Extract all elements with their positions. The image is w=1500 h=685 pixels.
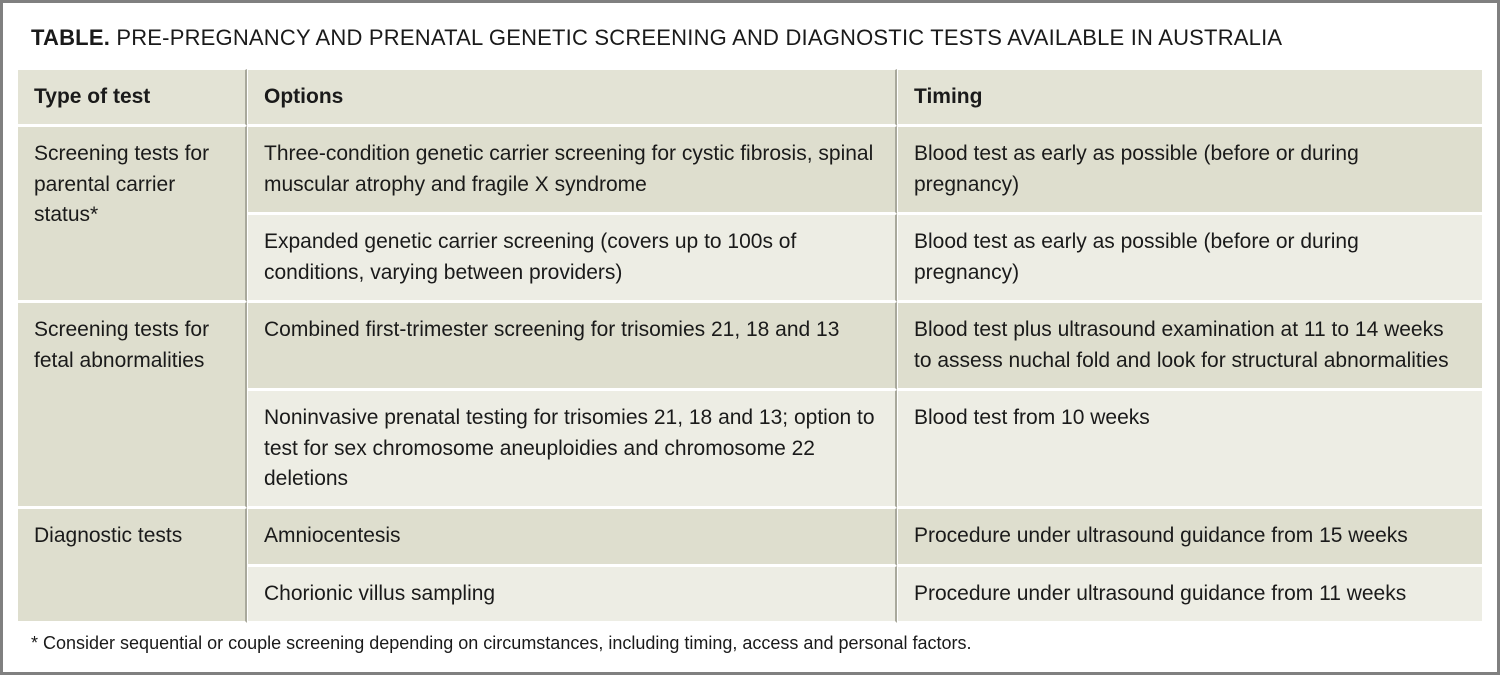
table-row: Noninvasive prenatal testing for trisomi… bbox=[247, 390, 1483, 508]
timing-cell: Blood test as early as possible (before … bbox=[897, 126, 1483, 214]
table-title-label: TABLE. bbox=[31, 25, 110, 50]
header-type: Type of test bbox=[17, 69, 247, 126]
type-cell: Screening tests for parental carrier sta… bbox=[17, 126, 247, 302]
timing-cell: Blood test plus ultrasound examination a… bbox=[897, 302, 1483, 390]
table-row: Combined first-trimester screening for t… bbox=[247, 302, 1483, 390]
table-header-row: Type of test Options Timing bbox=[17, 69, 1483, 126]
timing-cell: Blood test from 10 weeks bbox=[897, 390, 1483, 508]
options-cell: Chorionic villus sampling bbox=[247, 566, 897, 623]
timing-cell: Procedure under ultrasound guidance from… bbox=[897, 566, 1483, 623]
type-cell: Screening tests for fetal abnormalities bbox=[17, 302, 247, 508]
table-footnote: * Consider sequential or couple screenin… bbox=[3, 623, 1497, 672]
table-title-text: PRE-PREGNANCY AND PRENATAL GENETIC SCREE… bbox=[116, 25, 1282, 50]
options-cell: Amniocentesis bbox=[247, 508, 897, 565]
timing-cell: Blood test as early as possible (before … bbox=[897, 214, 1483, 302]
table-group: Screening tests for parental carrier sta… bbox=[17, 126, 1483, 302]
table-row: Expanded genetic carrier screening (cove… bbox=[247, 214, 1483, 302]
table-grid: Type of test Options Timing Screening te… bbox=[3, 69, 1497, 623]
table-title: TABLE. PRE-PREGNANCY AND PRENATAL GENETI… bbox=[3, 3, 1497, 69]
table-row: Three-condition genetic carrier screenin… bbox=[247, 126, 1483, 214]
timing-cell: Procedure under ultrasound guidance from… bbox=[897, 508, 1483, 565]
header-options: Options bbox=[247, 69, 897, 126]
header-timing: Timing bbox=[897, 69, 1483, 126]
table-row: Chorionic villus sampling Procedure unde… bbox=[247, 566, 1483, 623]
options-cell: Noninvasive prenatal testing for trisomi… bbox=[247, 390, 897, 508]
table-container: TABLE. PRE-PREGNANCY AND PRENATAL GENETI… bbox=[0, 0, 1500, 675]
table-group: Screening tests for fetal abnormalities … bbox=[17, 302, 1483, 508]
table-group: Diagnostic tests Amniocentesis Procedure… bbox=[17, 508, 1483, 623]
options-cell: Expanded genetic carrier screening (cove… bbox=[247, 214, 897, 302]
type-cell: Diagnostic tests bbox=[17, 508, 247, 623]
options-cell: Combined first-trimester screening for t… bbox=[247, 302, 897, 390]
table-row: Amniocentesis Procedure under ultrasound… bbox=[247, 508, 1483, 565]
options-cell: Three-condition genetic carrier screenin… bbox=[247, 126, 897, 214]
